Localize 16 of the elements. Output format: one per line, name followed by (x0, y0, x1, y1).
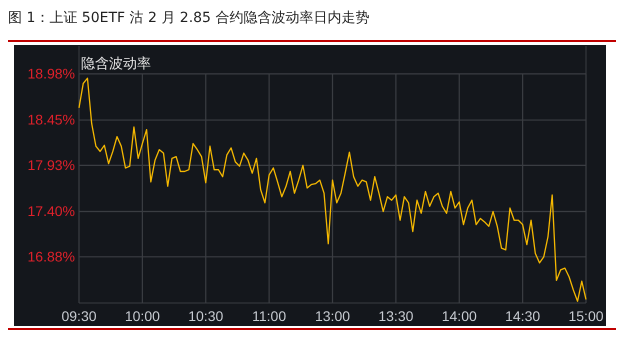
y-tick-label: 18.45% (28, 112, 75, 128)
x-tick-label: 13:00 (314, 308, 350, 324)
x-tick-label: 14:30 (505, 308, 540, 324)
chart-title: 图 1：上证 50ETF 沽 2 月 2.85 合约隐含波动率日内走势 (8, 10, 370, 26)
x-tick-label: 15:00 (568, 308, 604, 324)
x-tick-label: 14:00 (442, 308, 477, 324)
x-tick-label: 09:30 (61, 308, 97, 324)
y-tick-label: 17.40% (28, 203, 75, 220)
x-tick-label: 11:00 (252, 308, 286, 324)
y-tick-label: 17.93% (28, 156, 75, 173)
x-tick-label: 10:30 (188, 308, 224, 324)
x-tick-label: 13:30 (378, 308, 414, 324)
y-tick-label: 18.98% (28, 65, 75, 82)
y-tick-label: 16.88% (28, 248, 75, 264)
y-axis-title: 隐含波动率 (81, 56, 151, 72)
x-tick-label: 10:00 (124, 308, 160, 324)
